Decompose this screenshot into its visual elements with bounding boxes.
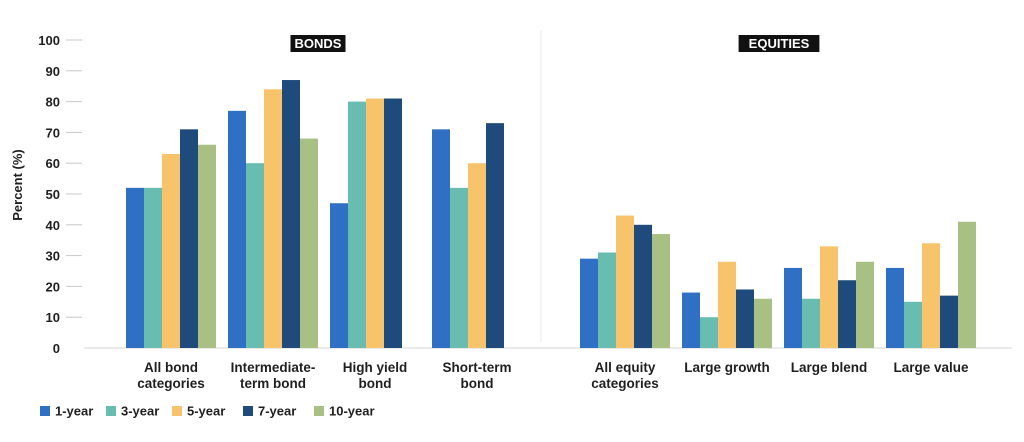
y-tick-label: 50 bbox=[46, 187, 60, 202]
panel-title-box bbox=[738, 35, 820, 52]
legend-swatch bbox=[40, 406, 50, 416]
y-axis-title: Percent (%) bbox=[10, 149, 25, 221]
bar-7-year bbox=[736, 289, 754, 348]
y-tick-label: 100 bbox=[38, 33, 60, 48]
y-tick-label: 30 bbox=[46, 249, 60, 264]
bar-10-year bbox=[300, 138, 318, 348]
legend-label: 1-year bbox=[55, 404, 93, 419]
bar-3-year bbox=[700, 317, 718, 348]
bar-5-year bbox=[616, 215, 634, 348]
bar-10-year bbox=[958, 221, 976, 348]
bar-3-year bbox=[348, 101, 366, 348]
y-tick-label: 20 bbox=[46, 279, 60, 294]
bar-3-year bbox=[144, 187, 162, 348]
legend-label: 10-year bbox=[329, 404, 375, 419]
bar-7-year bbox=[384, 98, 402, 349]
bar-7-year bbox=[282, 80, 300, 348]
bar-5-year bbox=[264, 89, 282, 348]
y-tick-label: 90 bbox=[46, 64, 60, 79]
panel-title: EQUITIES bbox=[749, 36, 810, 51]
bar-10-year bbox=[856, 261, 874, 348]
bar-3-year bbox=[802, 298, 820, 348]
category-label: term bond bbox=[240, 376, 306, 391]
bars-layer bbox=[126, 80, 976, 349]
bar-7-year bbox=[486, 123, 504, 348]
category-label: categories bbox=[591, 376, 659, 391]
bar-7-year bbox=[634, 224, 652, 348]
bar-5-year bbox=[468, 163, 486, 348]
panel-title-box bbox=[290, 35, 346, 52]
legend-swatch bbox=[106, 406, 116, 416]
bar-10-year bbox=[652, 234, 670, 348]
bar-1-year bbox=[330, 203, 348, 348]
category-label: All equity bbox=[595, 360, 656, 375]
legend-label: 3-year bbox=[121, 404, 159, 419]
bar-5-year bbox=[718, 261, 736, 348]
category-label: Large growth bbox=[684, 360, 770, 375]
bar-1-year bbox=[784, 267, 802, 348]
category-label: bond bbox=[461, 376, 494, 391]
bar-1-year bbox=[682, 292, 700, 348]
bar-5-year bbox=[162, 153, 180, 348]
category-label: categories bbox=[137, 376, 205, 391]
legend-label: 5-year bbox=[187, 404, 225, 419]
panel-titles: BONDS EQUITIES bbox=[290, 35, 820, 52]
bar-7-year bbox=[180, 129, 198, 348]
category-label: Intermediate- bbox=[231, 360, 316, 375]
panel-title: BONDS bbox=[295, 36, 342, 51]
bar-1-year bbox=[228, 110, 246, 348]
y-tick-label: 40 bbox=[46, 218, 60, 233]
legend-swatch bbox=[314, 406, 324, 416]
category-label: bond bbox=[359, 376, 392, 391]
bar-1-year bbox=[126, 187, 144, 348]
category-label: Short-term bbox=[442, 360, 511, 375]
bar-5-year bbox=[922, 243, 940, 348]
y-tick-label: 80 bbox=[46, 95, 60, 110]
y-tick-label: 10 bbox=[46, 310, 60, 325]
bar-10-year bbox=[754, 298, 772, 348]
bar-1-year bbox=[432, 129, 450, 348]
legend-swatch bbox=[172, 406, 182, 416]
y-tick-label: 0 bbox=[53, 341, 60, 356]
bar-5-year bbox=[820, 246, 838, 348]
category-label: Large value bbox=[893, 360, 969, 375]
legend: 1-year 3-year 5-year 7-year 10-year bbox=[40, 404, 375, 419]
bar-3-year bbox=[246, 163, 264, 348]
legend-swatch bbox=[243, 406, 253, 416]
y-tick-label: 60 bbox=[46, 156, 60, 171]
y-tick-label: 70 bbox=[46, 125, 60, 140]
bar-5-year bbox=[366, 98, 384, 349]
bar-3-year bbox=[598, 252, 616, 348]
category-label: All bond bbox=[144, 360, 198, 375]
category-label: High yield bbox=[343, 360, 408, 375]
bar-3-year bbox=[450, 187, 468, 348]
category-label: Large blend bbox=[791, 360, 868, 375]
bar-7-year bbox=[940, 295, 958, 348]
bar-1-year bbox=[886, 267, 904, 348]
bar-10-year bbox=[198, 144, 216, 348]
bar-3-year bbox=[904, 301, 922, 348]
bar-7-year bbox=[838, 280, 856, 348]
bar-1-year bbox=[580, 258, 598, 348]
legend-label: 7-year bbox=[258, 404, 296, 419]
